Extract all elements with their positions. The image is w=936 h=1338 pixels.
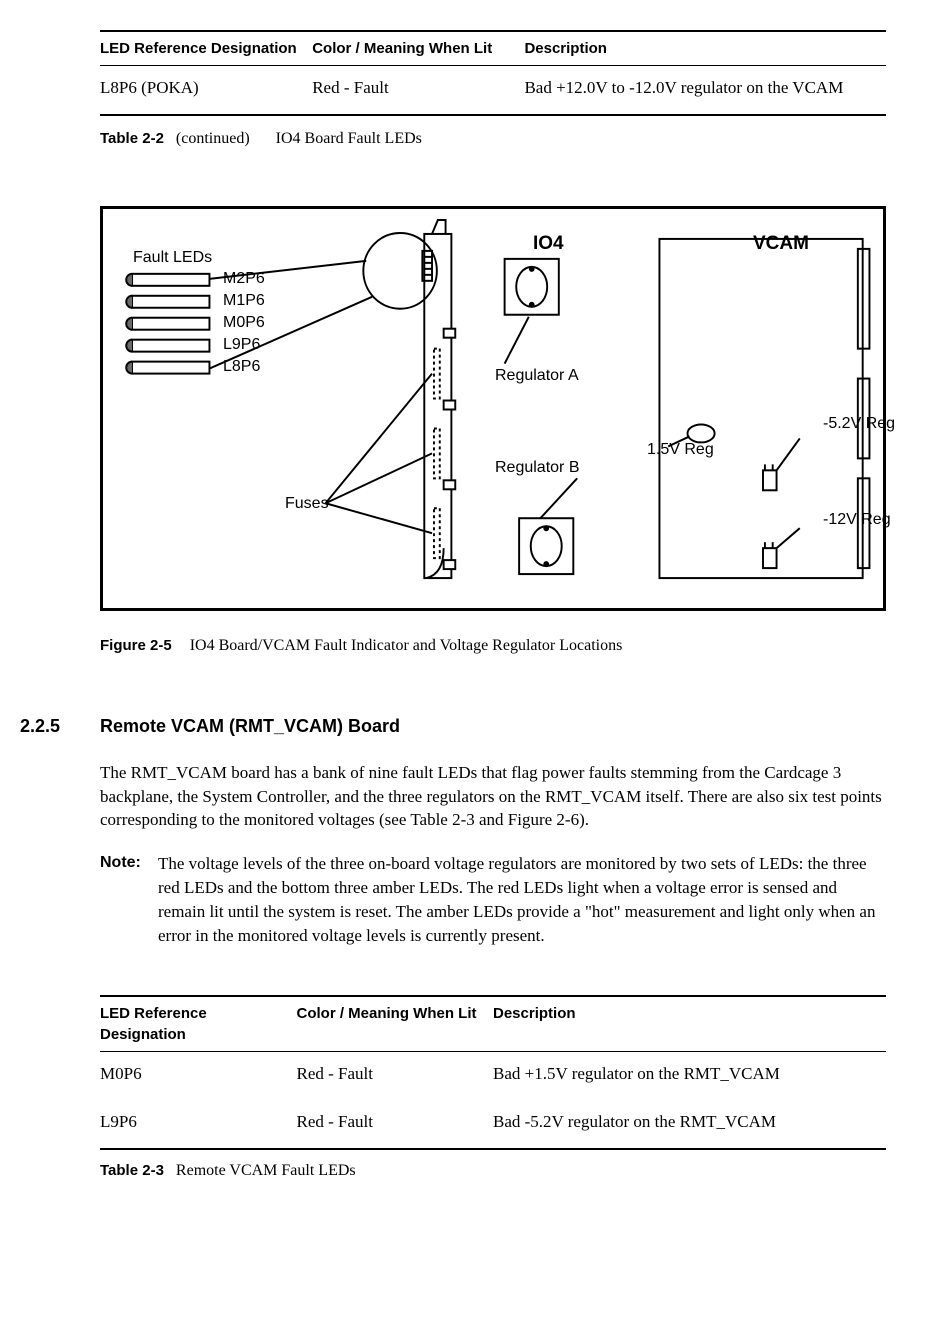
led-label: M1P6 xyxy=(223,290,265,312)
section-title: Remote VCAM (RMT_VCAM) Board xyxy=(100,714,400,739)
note-label: Note: xyxy=(100,852,158,947)
col-header: Description xyxy=(493,996,886,1052)
caption-label: Table 2-3 xyxy=(100,1162,164,1179)
caption-title: IO4 Board/VCAM Fault Indicator and Volta… xyxy=(190,637,623,654)
col-header: Description xyxy=(524,31,886,66)
v15-reg-label: 1.5V Reg xyxy=(647,441,685,459)
cell-color: Red - Fault xyxy=(312,66,524,115)
cell-desc: Bad +1.5V regulator on the RMT_VCAM xyxy=(493,1052,886,1100)
section-number: 2.2.5 xyxy=(20,714,100,739)
table-row: L9P6 Red - Fault Bad -5.2V regulator on … xyxy=(100,1100,886,1149)
caption-title: IO4 Board Fault LEDs xyxy=(276,130,422,147)
cell-desc: Bad -5.2V regulator on the RMT_VCAM xyxy=(493,1100,886,1149)
col-header: Color / Meaning When Lit xyxy=(312,31,524,66)
led-label: M0P6 xyxy=(223,312,265,334)
note-block: Note: The voltage levels of the three on… xyxy=(100,852,886,947)
table-2-2: LED Reference Designation Color / Meanin… xyxy=(100,30,886,116)
regulator-b-label: Regulator B xyxy=(495,457,580,479)
section-paragraph: The RMT_VCAM board has a bank of nine fa… xyxy=(100,761,886,832)
figure-2-5-caption: Figure 2-5 IO4 Board/VCAM Fault Indicato… xyxy=(100,635,886,657)
table-2-3-block: LED Reference Designation Color / Meanin… xyxy=(100,995,886,1182)
col-header: LED Reference Designation xyxy=(100,996,297,1052)
cell-color: Red - Fault xyxy=(297,1052,494,1100)
col-header: Color / Meaning When Lit xyxy=(297,996,494,1052)
figure-2-5-diagram: Fault LEDs M2P6 M1P6 M0P6 L9P6 L8P6 Fuse… xyxy=(100,206,886,611)
table-2-3: LED Reference Designation Color / Meanin… xyxy=(100,995,886,1150)
col-header: LED Reference Designation xyxy=(100,31,312,66)
caption-label: Table 2-2 xyxy=(100,130,164,147)
table-row: M0P6 Red - Fault Bad +1.5V regulator on … xyxy=(100,1052,886,1100)
fault-leds-label: Fault LEDs xyxy=(133,247,212,269)
caption-title: Remote VCAM Fault LEDs xyxy=(176,1162,356,1179)
cell-ref: L8P6 (POKA) xyxy=(100,66,312,115)
caption-continued: (continued) xyxy=(176,130,250,147)
v12-reg-label: -12V Reg xyxy=(823,511,878,529)
section-heading-row: 2.2.5 Remote VCAM (RMT_VCAM) Board xyxy=(20,714,916,739)
cell-color: Red - Fault xyxy=(297,1100,494,1149)
io4-label: IO4 xyxy=(533,231,564,258)
fuses-label: Fuses xyxy=(285,493,329,515)
cell-desc: Bad +12.0V to -12.0V regulator on the VC… xyxy=(524,66,886,115)
table-2-3-caption: Table 2-3 Remote VCAM Fault LEDs xyxy=(100,1160,886,1182)
cell-ref: L9P6 xyxy=(100,1100,297,1149)
led-label: M2P6 xyxy=(223,268,265,290)
v52-reg-label: -5.2V Reg xyxy=(823,415,878,433)
note-body: The voltage levels of the three on-board… xyxy=(158,852,886,947)
led-label: L8P6 xyxy=(223,356,260,378)
led-label: L9P6 xyxy=(223,334,260,356)
table-2-2-block: LED Reference Designation Color / Meanin… xyxy=(100,30,886,150)
table-2-2-caption: Table 2-2 (continued) IO4 Board Fault LE… xyxy=(100,128,886,150)
figure-2-5-block: Fault LEDs M2P6 M1P6 M0P6 L9P6 L8P6 Fuse… xyxy=(100,206,886,657)
table-row: L8P6 (POKA) Red - Fault Bad +12.0V to -1… xyxy=(100,66,886,115)
cell-ref: M0P6 xyxy=(100,1052,297,1100)
caption-label: Figure 2-5 xyxy=(100,637,172,654)
regulator-a-label: Regulator A xyxy=(495,365,579,387)
vcam-label: VCAM xyxy=(753,231,809,258)
diagram-svg xyxy=(103,209,883,608)
